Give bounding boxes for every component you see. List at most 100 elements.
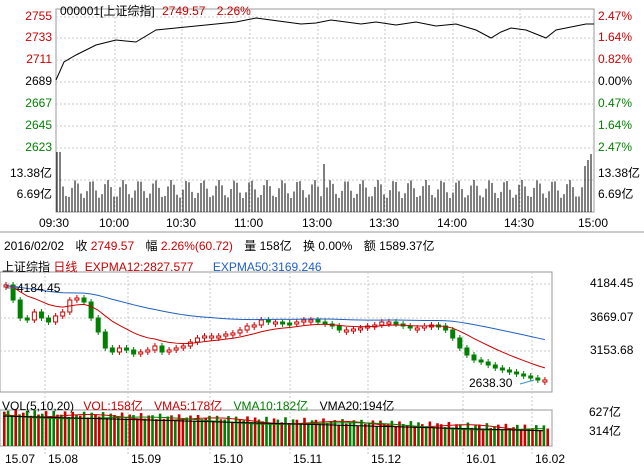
candle-body <box>10 284 16 301</box>
info-volume-label: 量 <box>244 239 257 253</box>
volume-bar <box>409 421 413 446</box>
candle-body <box>216 335 222 339</box>
month-tick: 15.08 <box>48 452 79 466</box>
candle-body <box>386 321 392 325</box>
volume-bar <box>352 420 356 446</box>
volume-bar <box>170 415 173 446</box>
time-tick: 10:30 <box>166 216 197 230</box>
volume-bar <box>546 428 549 446</box>
candle-body <box>116 347 122 353</box>
kline-axis-tick: 3669.07 <box>590 310 634 324</box>
volume-bar <box>375 425 378 446</box>
volume-bar <box>538 430 542 446</box>
volume-bar <box>6 410 10 446</box>
volume-bar <box>196 415 200 446</box>
candle-body <box>350 328 356 332</box>
volume-bar <box>512 427 515 446</box>
candle-body <box>308 319 314 323</box>
volume-bar <box>14 409 17 446</box>
candle-body <box>336 325 342 331</box>
volume-bar <box>478 424 481 446</box>
high-value: 4184.45 <box>17 281 61 295</box>
intraday-price-line <box>55 17 594 81</box>
ema50-line <box>5 285 546 341</box>
volume-bar <box>86 417 90 446</box>
candle-body <box>187 341 193 347</box>
volume-bar <box>318 423 321 446</box>
candle-body <box>294 321 300 325</box>
info-date: 2016/02/02 <box>4 239 65 253</box>
right-axis-tick: 0.82% <box>598 52 633 66</box>
volume-bar <box>265 416 268 446</box>
time-tick: 13:00 <box>302 216 333 230</box>
kline-title: 上证综指 <box>2 260 51 274</box>
low-annotation-arrow <box>519 379 535 385</box>
intraday-header: 000001[上证综指] 2749.57 2.26% <box>60 2 251 19</box>
candle-body <box>343 329 349 333</box>
volume-bar <box>212 421 215 446</box>
vol-legend-vma20: VMA20:194亿 <box>319 399 395 413</box>
ema50-legend: EXPMA50:3169.246 <box>212 260 322 274</box>
volume-bar <box>44 411 48 446</box>
candle-body <box>535 377 541 381</box>
info-volume: 158亿 <box>259 239 292 253</box>
candle-body <box>258 319 264 326</box>
info-amount-label: 额 <box>363 239 376 253</box>
volume-bar <box>223 419 226 446</box>
candle-body <box>301 319 307 323</box>
candle-body <box>464 347 470 356</box>
volume-bar <box>52 410 55 446</box>
volume-bar <box>215 415 219 446</box>
volume-bar <box>519 430 523 446</box>
volume-bar <box>231 421 234 446</box>
kline-period[interactable]: 日线 <box>53 260 78 274</box>
volume-bar <box>185 417 188 446</box>
volume-bar <box>109 413 112 446</box>
left-axis-tick: 2623 <box>25 140 52 154</box>
volume-bar <box>98 416 101 446</box>
volume-bar <box>139 413 143 446</box>
right-axis-tick: 2.47% <box>598 9 633 23</box>
candle-body <box>38 311 44 319</box>
volume-bar <box>360 419 363 446</box>
candle-body <box>223 333 229 337</box>
volume-bar <box>333 419 337 446</box>
candle-body <box>358 327 364 331</box>
volume-bar <box>341 419 344 446</box>
volume-bar <box>75 414 78 446</box>
volume-bar <box>291 419 295 446</box>
candle-body <box>209 335 215 339</box>
volume-bar <box>489 428 492 446</box>
month-tick: 15.09 <box>131 452 162 466</box>
volume-bar <box>37 414 40 446</box>
vol-left-tick: 13.38亿 <box>9 166 52 180</box>
volume-bar <box>67 416 71 446</box>
candle-body <box>230 332 236 336</box>
vol-right-tick: 13.38亿 <box>598 166 641 180</box>
candle-body <box>492 364 498 369</box>
volume-bar <box>303 417 306 446</box>
time-tick: 14:00 <box>437 216 468 230</box>
volume-bar <box>421 424 424 446</box>
ema12-line <box>5 284 546 369</box>
volume-bar <box>204 418 207 446</box>
candle-body <box>159 345 165 353</box>
low-annotation: 2638.30 <box>469 376 512 390</box>
volume-bar <box>485 423 489 446</box>
month-tick: 15.10 <box>213 452 244 466</box>
intraday-frame <box>55 8 595 213</box>
candle-body <box>109 347 115 353</box>
candle-body <box>280 321 286 325</box>
candle-body <box>166 349 172 353</box>
volume-bar <box>113 414 116 446</box>
volume-bar <box>105 417 109 446</box>
volume-bar <box>386 424 390 446</box>
info-close: 2749.57 <box>90 239 135 253</box>
kline-axis-tick: 3153.68 <box>590 343 634 357</box>
candle-body <box>244 325 250 331</box>
volume-bar <box>250 422 253 446</box>
candle-body <box>173 347 179 351</box>
vol-legend-vma5: VMA5:178亿 <box>154 399 223 413</box>
vol-left-tick: 6.69亿 <box>16 187 52 201</box>
volume-bar <box>474 425 477 446</box>
